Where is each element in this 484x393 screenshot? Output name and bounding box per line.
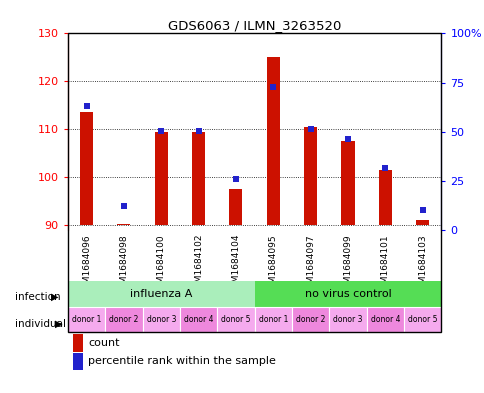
Text: count: count [88,338,120,348]
Text: donor 3: donor 3 [146,315,176,324]
Text: ▶: ▶ [51,292,58,302]
Bar [254,307,291,332]
Text: GSM1684097: GSM1684097 [305,234,315,295]
Title: GDS6063 / ILMN_3263520: GDS6063 / ILMN_3263520 [167,19,341,32]
Bar [254,281,440,307]
Text: GSM1684098: GSM1684098 [119,234,128,295]
Bar [192,132,205,225]
Text: donor 2: donor 2 [295,315,325,324]
Text: donor 5: donor 5 [221,315,250,324]
Text: GSM1684103: GSM1684103 [417,234,426,295]
Bar [80,112,93,225]
Text: GSM1684096: GSM1684096 [82,234,91,295]
Bar [266,57,279,225]
Text: ▶: ▶ [55,319,62,329]
Bar [378,170,391,225]
Text: GSM1684101: GSM1684101 [380,234,389,295]
Text: GSM1684095: GSM1684095 [268,234,277,295]
Bar [154,132,167,225]
Text: donor 1: donor 1 [72,315,101,324]
Text: donor 5: donor 5 [407,315,437,324]
Bar [303,127,317,225]
Bar [366,307,403,332]
Text: infection: infection [15,292,60,302]
Bar [229,189,242,225]
Text: GSM1684104: GSM1684104 [231,234,240,294]
Bar [142,307,180,332]
Bar [105,307,142,332]
Text: donor 3: donor 3 [333,315,362,324]
Bar [180,307,217,332]
Text: percentile rank within the sample: percentile rank within the sample [88,356,275,366]
Text: no virus control: no virus control [304,289,391,299]
Bar [68,307,105,332]
Text: GSM1684102: GSM1684102 [194,234,203,294]
Bar [291,307,329,332]
Bar [217,307,254,332]
Text: donor 1: donor 1 [258,315,287,324]
Text: individual: individual [15,319,65,329]
Bar [329,307,366,332]
Text: donor 4: donor 4 [183,315,213,324]
Text: influenza A: influenza A [130,289,192,299]
Bar [117,224,130,225]
Text: donor 4: donor 4 [370,315,399,324]
Bar [403,307,440,332]
Text: GSM1684099: GSM1684099 [343,234,352,295]
Bar [68,281,254,307]
Text: GSM1684100: GSM1684100 [156,234,166,295]
Bar [415,220,428,225]
Bar [341,141,354,225]
Text: donor 2: donor 2 [109,315,138,324]
